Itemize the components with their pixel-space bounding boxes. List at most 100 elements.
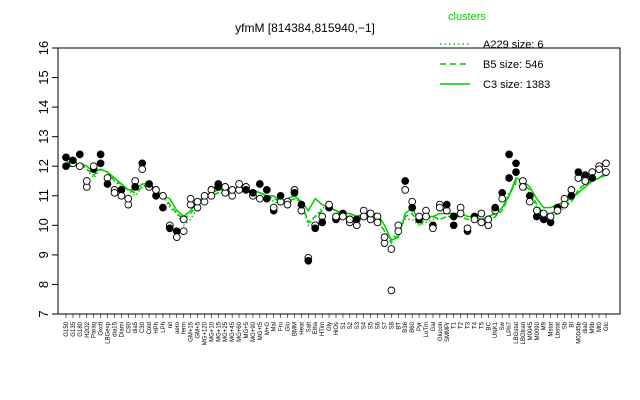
data-point	[325, 200, 333, 209]
x-tick-label: C90	[126, 321, 132, 333]
data-point	[470, 215, 479, 224]
y-tick-label: 12	[36, 159, 51, 173]
data-point	[401, 177, 410, 185]
data-point	[165, 224, 174, 233]
x-tick-label: T5	[479, 321, 485, 329]
data-point	[255, 194, 264, 203]
series-lines	[65, 159, 607, 245]
data-point	[62, 153, 70, 162]
data-point	[422, 212, 430, 221]
x-tick-label: LBGstat	[514, 322, 520, 344]
x-tick-label: S7	[382, 321, 388, 329]
x-tick-label: BI	[569, 322, 575, 328]
x-tick-label: MG+90	[251, 321, 257, 342]
data-point	[145, 180, 153, 188]
data-point	[186, 194, 195, 203]
data-point	[207, 191, 216, 200]
plot-area	[57, 47, 621, 315]
x-tick-label: S5	[369, 321, 375, 329]
y-tick-label: 10	[36, 218, 51, 232]
x-tick-label: H2O2	[85, 321, 91, 337]
x-tick-label: M0090	[535, 321, 541, 340]
data-point	[255, 180, 264, 188]
data-point	[304, 256, 313, 265]
data-point	[435, 203, 444, 212]
data-point	[345, 215, 354, 224]
y-tick-label: 11	[36, 189, 51, 203]
legend: clusters A229 size: 6 B5 size: 546 C3 si…	[440, 11, 550, 91]
x-tick-label: nit	[168, 322, 174, 329]
data-point	[228, 186, 237, 194]
data-point	[505, 150, 513, 159]
x-tick-label: S8	[389, 321, 395, 329]
x-tick-label: Glucon	[438, 322, 444, 341]
data-point	[276, 191, 285, 200]
data-point	[332, 212, 340, 221]
y-axis: 7 8 9 10 11 12 13 14 15 16	[36, 41, 58, 318]
data-point	[235, 180, 243, 188]
x-tick-label: M9	[542, 321, 548, 330]
data-point	[449, 221, 458, 230]
x-tick-label: GM+5	[196, 321, 202, 338]
x-tick-label: MG+5	[244, 321, 250, 338]
data-point	[339, 212, 347, 221]
data-point	[82, 177, 91, 185]
data-point	[159, 203, 167, 212]
data-point	[269, 203, 278, 212]
data-point	[477, 218, 486, 227]
x-tick-label: S6	[376, 321, 382, 329]
data-point	[567, 191, 576, 200]
data-point	[89, 162, 98, 171]
x-tick-label: T2	[459, 321, 465, 329]
data-point	[290, 188, 299, 197]
x-tick-label: HTim	[320, 322, 326, 336]
data-point	[484, 215, 493, 224]
x-tick-label: dia0	[583, 321, 589, 333]
x-tick-label: Mstat	[549, 322, 555, 337]
x-tick-label: Glu	[286, 322, 292, 331]
data-point	[179, 215, 188, 224]
x-tick-label: Mt0	[597, 321, 603, 332]
x-tick-label: BC	[486, 321, 492, 330]
series-line-2	[65, 162, 607, 245]
x-tick-label: MG+120	[202, 321, 208, 345]
x-tick-label: dia15	[112, 321, 118, 336]
data-point	[553, 206, 562, 215]
data-point	[519, 183, 527, 191]
data-point	[131, 183, 140, 191]
data-point	[449, 212, 458, 221]
series-line-1	[66, 162, 607, 242]
x-tick-label: Cold	[147, 322, 153, 334]
data-point	[366, 209, 375, 218]
data-point	[408, 203, 417, 212]
data-point	[75, 162, 84, 171]
data-point	[477, 209, 486, 218]
data-point	[525, 197, 534, 206]
data-point	[602, 168, 610, 176]
x-tick-label: dia5	[133, 321, 139, 333]
x-tick-label: Sw	[500, 321, 506, 330]
data-point	[117, 191, 126, 200]
x-tick-label: MG+45	[230, 321, 236, 342]
chart-title: yfmM [814384,815940,−1]	[235, 21, 375, 35]
data-point	[311, 224, 320, 233]
y-tick-label: 16	[36, 41, 51, 55]
data-point	[373, 218, 382, 227]
x-tick-label: Pyr	[417, 322, 423, 331]
data-point	[415, 212, 423, 221]
data-point	[588, 174, 597, 182]
data-point	[159, 191, 167, 200]
x-tick-label: MG+10	[209, 321, 215, 342]
data-point	[138, 165, 147, 174]
data-point	[124, 194, 133, 203]
data-point	[574, 168, 583, 176]
x-tick-label: Gal	[431, 322, 437, 331]
x-tick-label: ferm	[182, 322, 188, 334]
data-point	[352, 215, 361, 224]
x-tick-label: MG+25	[223, 321, 229, 342]
data-point	[242, 186, 250, 194]
data-point	[595, 165, 603, 174]
data-point	[262, 186, 271, 194]
data-point	[512, 159, 520, 168]
x-tick-label: LPh	[161, 322, 167, 333]
